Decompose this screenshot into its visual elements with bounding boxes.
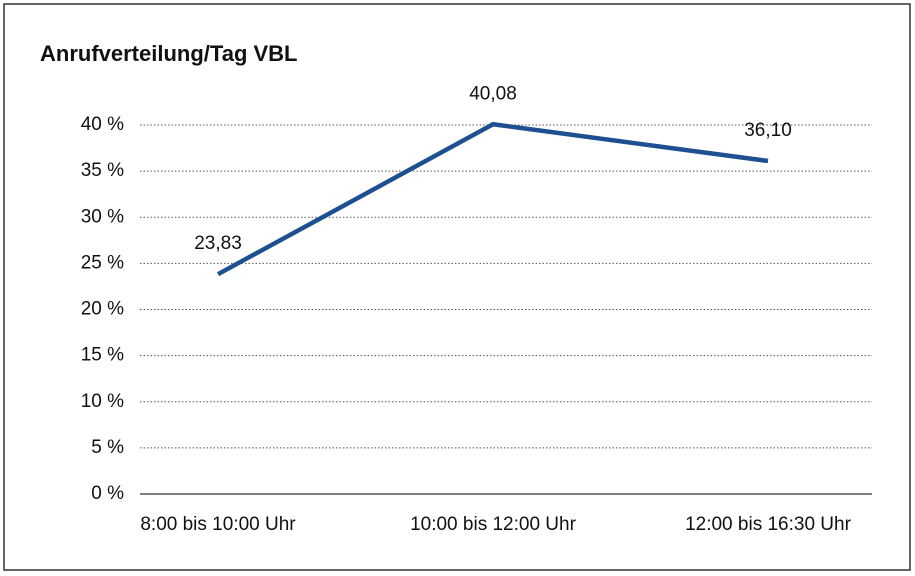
y-tick-label: 35 % — [81, 160, 124, 181]
y-tick-label: 15 % — [81, 345, 124, 366]
data-label: 40,08 — [469, 83, 517, 104]
y-tick-label: 25 % — [81, 252, 124, 273]
y-tick-label: 10 % — [81, 391, 124, 412]
y-tick-label: 40 % — [81, 114, 124, 135]
chart-title: Anrufverteilung/Tag VBL — [40, 41, 298, 66]
x-tick-label: 12:00 bis 16:30 Uhr — [685, 514, 852, 535]
y-tick-label: 30 % — [81, 206, 124, 227]
x-tick-label: 10:00 bis 12:00 Uhr — [410, 514, 577, 535]
y-tick-label: 0 % — [91, 483, 124, 504]
data-label: 23,83 — [194, 233, 242, 254]
y-tick-label: 5 % — [91, 437, 124, 458]
series-line — [216, 121, 769, 277]
data-label: 36,10 — [744, 120, 792, 141]
frame — [3, 3, 911, 571]
x-tick-label: 8:00 bis 10:00 Uhr — [140, 514, 296, 535]
y-tick-label: 20 % — [81, 299, 124, 320]
